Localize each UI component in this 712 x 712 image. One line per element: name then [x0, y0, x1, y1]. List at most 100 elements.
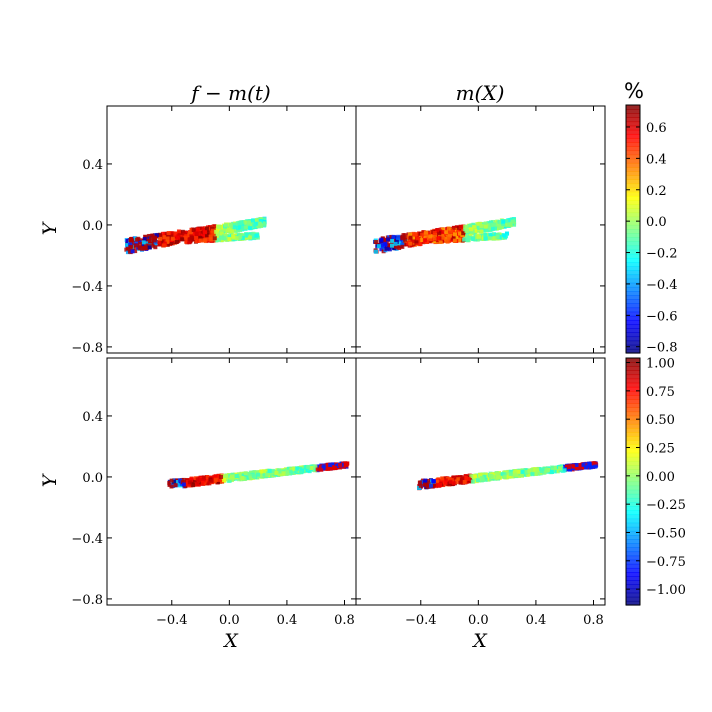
scatter-point	[506, 474, 511, 479]
scatter-point	[178, 478, 183, 483]
scatter-point	[438, 236, 443, 241]
panel-title-right: m(X)	[456, 81, 505, 105]
colorbar-segment	[626, 440, 640, 446]
scatter-point	[195, 481, 200, 486]
scatter-point	[376, 244, 381, 249]
colorbar-tick-label: −0.8	[646, 341, 678, 356]
x-tick-label: 0.8	[334, 613, 355, 628]
x-tick-label: 0.4	[526, 613, 547, 628]
scatter-point	[143, 243, 148, 248]
scatter-point	[482, 222, 487, 227]
scatter-point	[125, 242, 130, 247]
colorbar-segment	[626, 407, 640, 413]
colorbar-segment	[626, 580, 640, 586]
colorbar-segment	[626, 584, 640, 590]
y-tick-label: 0.4	[82, 410, 103, 425]
colorbar-segment	[626, 415, 640, 421]
scatter-point	[384, 246, 389, 251]
scatter-point	[516, 469, 521, 474]
scatter-point	[382, 238, 387, 243]
scatter-point	[420, 480, 425, 485]
scatter-point	[205, 237, 210, 242]
scatter-point	[328, 465, 333, 470]
scatter-point	[451, 481, 456, 486]
scatter-point	[338, 463, 343, 468]
colorbar-tick-label: 0.4	[646, 152, 667, 167]
scatter-point	[475, 478, 480, 483]
colorbar-segment	[626, 543, 640, 548]
colorbar-segment	[626, 291, 640, 296]
colorbar-segment	[626, 195, 640, 201]
scatter-point	[222, 236, 227, 241]
colorbar-segment	[626, 514, 640, 520]
scatter-point	[529, 467, 534, 472]
scatter-point	[466, 476, 471, 481]
x-axis-label-left: X	[222, 630, 239, 652]
scatter-point	[440, 230, 445, 235]
scatter-point	[553, 465, 558, 470]
scatter-point	[198, 477, 203, 482]
colorbar-segment	[626, 216, 640, 222]
scatter-point	[216, 237, 221, 242]
scatter-point	[160, 231, 165, 236]
colorbar-tick-label: −0.25	[646, 498, 686, 513]
scatter-point	[165, 239, 170, 244]
scatter-point	[593, 461, 598, 466]
scatter-point	[457, 231, 462, 236]
scatter-point	[413, 232, 418, 237]
scatter-point	[203, 230, 208, 235]
colorbar-segment	[626, 485, 640, 491]
scatter-point	[216, 480, 221, 485]
scatter-point	[219, 474, 224, 479]
colorbar-tick-label: 0.2	[646, 184, 667, 199]
scatter-point	[464, 228, 469, 233]
scatter-point	[451, 475, 456, 480]
scatter-point	[238, 225, 243, 230]
scatter-point	[425, 239, 430, 244]
colorbar-segment	[626, 432, 640, 437]
scatter-point	[425, 484, 430, 489]
scatter-point	[265, 472, 270, 477]
y-tick-label: 0.0	[82, 471, 103, 486]
scatter-point	[223, 234, 228, 239]
colorbar-segment	[626, 460, 640, 466]
colorbar-segment	[626, 395, 640, 400]
scatter-point	[491, 222, 496, 227]
scatter-point	[448, 229, 453, 234]
scatter-point	[587, 462, 592, 467]
colorbar-segment	[626, 262, 640, 267]
scatter-point	[234, 236, 239, 241]
scatter-point	[544, 467, 549, 472]
scatter-point	[198, 231, 203, 236]
scatter-point	[180, 480, 185, 485]
scatter-point	[270, 468, 275, 473]
colorbar-segment	[626, 518, 640, 524]
scatter-point	[479, 475, 484, 480]
scatter-point	[219, 479, 224, 484]
scatter-point	[470, 229, 475, 234]
scatter-point	[408, 235, 413, 240]
colorbar-segment	[626, 150, 640, 156]
scatter-point	[132, 243, 137, 248]
scatter-point	[519, 473, 524, 478]
colorbar-tick-label: −0.75	[646, 555, 686, 570]
colorbar-segment	[626, 403, 640, 408]
scatter-point	[489, 474, 494, 479]
scatter-point	[125, 239, 130, 244]
x-tick-label: 0.0	[468, 613, 489, 628]
colorbar-segment	[626, 117, 640, 123]
scatter-point	[165, 236, 170, 241]
panel-frame-r0-c1	[355, 105, 606, 354]
scatter-point	[170, 231, 175, 236]
scatter-point	[456, 477, 461, 482]
scatter-point	[191, 228, 196, 233]
colorbar-segment	[626, 596, 640, 602]
scatter-point	[220, 235, 225, 240]
scatter-point	[479, 223, 484, 228]
scatter-point	[471, 222, 476, 227]
colorbar-segment	[626, 348, 640, 354]
scatter-point	[142, 237, 147, 242]
scatter-point	[198, 235, 203, 240]
scatter-point	[418, 483, 423, 488]
scatter-point	[400, 244, 405, 249]
